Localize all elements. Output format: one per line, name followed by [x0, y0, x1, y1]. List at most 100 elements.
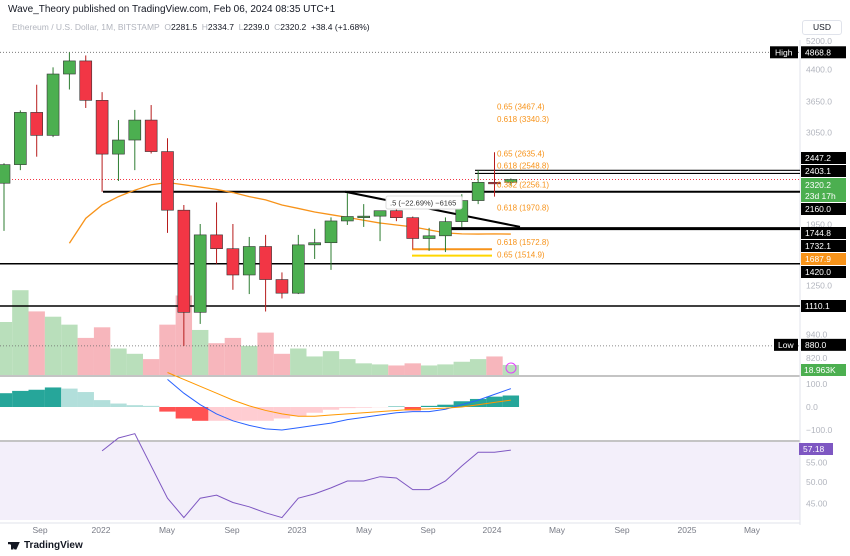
macd-tick: −100.0 [806, 425, 833, 435]
price-label-text: 1110.1 [805, 301, 830, 311]
price-label [801, 152, 846, 164]
volume-bar [110, 348, 127, 375]
volume-bar [93, 327, 111, 375]
rsi-value-text: 57.18 [803, 444, 825, 454]
candle-body [144, 119, 158, 152]
candle-body [128, 119, 142, 141]
fib-label: 0.618 (1970.8) [497, 203, 549, 212]
macd-histogram-bar [44, 387, 62, 407]
high-marker-text: High [775, 47, 793, 57]
rsi-tick: 55.00 [806, 458, 828, 468]
candle-body [79, 60, 93, 101]
volume-bar [44, 316, 62, 375]
time-tick: May [159, 525, 176, 535]
volume-bar [0, 322, 13, 375]
price-label [801, 300, 846, 312]
tradingview-logo-text: TradingView [24, 540, 83, 551]
high-label: H [201, 22, 208, 32]
macd-histogram-bar [28, 389, 45, 407]
candle-body [275, 279, 289, 294]
candle-body [324, 220, 338, 244]
published-header: Wave_Theory published on TradingView.com… [8, 4, 336, 15]
volume-bar [257, 332, 274, 375]
price-tick: 1250.0 [806, 281, 832, 291]
volume-bar [290, 348, 307, 375]
time-tick: Sep [32, 525, 47, 535]
low-value: 2239.0 [243, 22, 270, 32]
candle-body [357, 215, 371, 218]
low-label: L [238, 22, 244, 32]
measure-box [385, 195, 463, 210]
volume-bar [355, 363, 372, 375]
macd-histogram-bar [110, 403, 127, 407]
macd-histogram-bar [290, 407, 307, 417]
macd-histogram-bar [453, 401, 470, 407]
candle-body [30, 112, 44, 136]
macd-tick: 0.0 [806, 402, 818, 412]
price-tick: 5200.0 [806, 36, 832, 46]
volume-bar [12, 290, 29, 375]
candle-body [390, 210, 403, 218]
volume-bar [208, 343, 225, 375]
volume-bar [322, 351, 340, 375]
low-price-label-text: 880.0 [805, 340, 827, 350]
volume-bar [192, 329, 209, 375]
fib-label: 0.65 (2635.4) [497, 150, 545, 159]
volume-bar [420, 365, 438, 375]
macd-histogram-bar [339, 407, 356, 409]
price-label-text: 1732.1 [805, 241, 831, 251]
open-value: 2281.5 [171, 22, 198, 32]
high-marker [770, 46, 798, 59]
volume-bar [388, 365, 405, 375]
candle-body [308, 242, 321, 246]
candle-body [112, 139, 125, 155]
last-price-label [801, 178, 846, 202]
macd-histogram-bar [159, 407, 176, 412]
candle-body [210, 234, 223, 250]
time-tick: May [549, 525, 566, 535]
time-tick: May [744, 525, 761, 535]
price-label-text: 1420.0 [805, 267, 831, 277]
macd-histogram-bar [502, 395, 520, 407]
candle-body [63, 60, 76, 75]
price-label [801, 240, 846, 252]
open-label: O [164, 22, 172, 32]
volume-bar [241, 345, 258, 375]
volume-bar [404, 363, 421, 375]
time-tick: 2025 [678, 525, 697, 535]
rsi-line [101, 433, 511, 519]
tradingview-logo: TradingView [8, 540, 83, 551]
fib-label: 0.618 (1572.8) [497, 238, 549, 247]
volume-bar [339, 359, 356, 375]
volume-bar [126, 353, 143, 375]
macd-histogram-bar [273, 407, 291, 419]
ema-line [68, 181, 511, 244]
time-tick: Sep [224, 525, 239, 535]
macd-histogram-bar [142, 405, 160, 407]
macd-histogram-bar [61, 388, 78, 407]
tradingview-logo-icon [8, 541, 20, 550]
volume-bar [61, 324, 78, 375]
currency-button[interactable]: USD [802, 20, 842, 35]
candle-body [471, 182, 485, 201]
candle-body [46, 73, 60, 136]
price-tick: 3650.0 [806, 97, 832, 107]
volume-bar [142, 359, 160, 375]
volume-bar [453, 361, 470, 375]
macd-line [167, 379, 512, 431]
volume-bar [437, 364, 454, 375]
low-price-label [801, 338, 846, 351]
time-tick: Sep [614, 525, 629, 535]
candle-body [14, 112, 27, 165]
macd-histogram-bar [126, 405, 143, 407]
symbol-legend: Ethereum / U.S. Dollar, 1M, BITSTAMP O22… [12, 22, 370, 32]
last-price-text: 2320.2 [805, 180, 831, 190]
high-value: 2334.7 [207, 22, 234, 32]
price-label [801, 165, 846, 177]
candle-body [259, 246, 272, 280]
measure-label: .5 (−22.69%) −6165 [390, 199, 456, 208]
macd-histogram-bar [437, 404, 454, 407]
candle-body [177, 209, 191, 313]
macd-histogram-bar [0, 393, 13, 407]
